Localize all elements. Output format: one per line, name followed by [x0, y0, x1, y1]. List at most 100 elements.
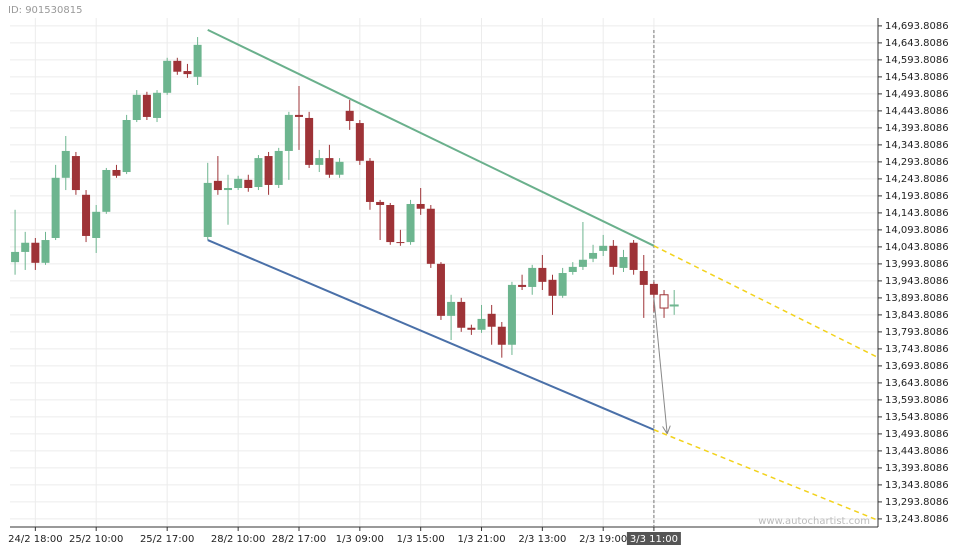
- candle-body: [416, 203, 425, 209]
- candle-body: [345, 110, 354, 122]
- x-tick-label: 2/3 13:00: [518, 534, 566, 545]
- candle-body: [659, 294, 669, 309]
- forecast-arrow: [653, 297, 667, 433]
- candle-body: [376, 201, 385, 206]
- candle-body: [71, 156, 80, 191]
- y-tick-label: 14,643.8086: [885, 38, 949, 49]
- candle-body: [173, 60, 182, 72]
- candle-body: [234, 178, 243, 189]
- projection-line: [653, 245, 878, 358]
- x-tick-label: 1/3 15:00: [397, 534, 445, 545]
- candle-body: [518, 284, 527, 287]
- y-tick-label: 13,393.8086: [885, 463, 949, 474]
- x-tick-label: 3/3 11:00: [630, 534, 678, 545]
- candle-body: [578, 259, 587, 267]
- x-highlight-bg: [626, 532, 681, 545]
- candle-body: [264, 156, 273, 185]
- y-tick-label: 13,543.8086: [885, 412, 949, 423]
- candle-body: [386, 205, 395, 243]
- y-tick-label: 14,143.8086: [885, 208, 949, 219]
- candle-body: [193, 44, 202, 77]
- candle-body: [507, 284, 516, 345]
- y-tick-label: 13,343.8086: [885, 480, 949, 491]
- candle-body: [284, 114, 293, 151]
- y-tick-label: 14,443.8086: [885, 106, 949, 117]
- candle-body: [365, 160, 374, 202]
- candle-body: [609, 245, 618, 267]
- candle-body: [669, 304, 679, 307]
- candle-body: [224, 188, 233, 191]
- y-tick-label: 14,193.8086: [885, 191, 949, 202]
- y-tick-label: 13,493.8086: [885, 429, 949, 440]
- channel-line: [207, 29, 655, 247]
- y-tick-label: 13,693.8086: [885, 361, 949, 372]
- candle-body: [294, 114, 303, 117]
- candle-body: [203, 182, 212, 237]
- y-tick-label: 14,043.8086: [885, 242, 949, 253]
- x-tick-label: 1/3 21:00: [457, 534, 505, 545]
- candle-body: [396, 242, 405, 244]
- x-tick-label: 28/2 17:00: [272, 534, 326, 545]
- candle-body: [355, 123, 364, 161]
- candle-body: [589, 252, 598, 259]
- y-tick-label: 13,743.8086: [885, 344, 949, 355]
- y-tick-label: 14,543.8086: [885, 72, 949, 83]
- candle-body: [142, 94, 151, 117]
- candle-body: [244, 179, 253, 189]
- candle-body: [457, 301, 466, 328]
- candle-body: [467, 327, 476, 330]
- candle-body: [183, 71, 192, 75]
- candle-body: [436, 263, 445, 316]
- candle-body: [447, 301, 456, 316]
- candle-body: [51, 177, 60, 238]
- channel-line: [207, 239, 655, 431]
- candle-body: [82, 194, 91, 236]
- y-tick-label: 13,293.8086: [885, 497, 949, 508]
- candle-body: [599, 245, 608, 251]
- candle-body: [11, 251, 20, 263]
- candle-body: [568, 266, 577, 272]
- candle-body: [213, 180, 222, 191]
- candle-body: [426, 208, 435, 264]
- x-tick-label: 25/2 10:00: [69, 534, 123, 545]
- candle-body: [41, 240, 50, 263]
- y-tick-label: 14,093.8086: [885, 225, 949, 236]
- y-tick-label: 13,593.8086: [885, 395, 949, 406]
- candle-body: [325, 158, 334, 175]
- y-tick-label: 13,793.8086: [885, 327, 949, 338]
- x-tick-label: 24/2 18:00: [8, 534, 62, 545]
- candle-body: [254, 158, 263, 187]
- watermark: www.autochartist.com: [758, 516, 870, 527]
- candle-body: [497, 326, 506, 345]
- candle-body: [274, 150, 283, 185]
- candle-body: [21, 242, 30, 252]
- projection-line: [653, 429, 878, 521]
- y-tick-label: 14,293.8086: [885, 157, 949, 168]
- candle-body: [92, 211, 101, 238]
- candle-body: [639, 270, 648, 285]
- y-tick-label: 13,893.8086: [885, 293, 949, 304]
- y-tick-label: 13,443.8086: [885, 446, 949, 457]
- candle-body: [315, 158, 324, 165]
- y-tick-label: 14,343.8086: [885, 140, 949, 151]
- candle-body: [112, 169, 121, 176]
- candle-body: [619, 257, 628, 268]
- y-tick-label: 14,493.8086: [885, 89, 949, 100]
- candle-body: [548, 279, 557, 296]
- candle-body: [538, 267, 547, 282]
- candle-body: [61, 150, 70, 178]
- candle-body: [477, 318, 486, 330]
- candle-body: [102, 169, 111, 212]
- candle-body: [558, 273, 567, 296]
- candle-body: [132, 94, 141, 121]
- candle-body: [487, 313, 496, 327]
- x-tick-label: 2/3 19:00: [579, 534, 627, 545]
- x-tick-label: 28/2 10:00: [211, 534, 265, 545]
- y-tick-label: 14,243.8086: [885, 174, 949, 185]
- y-tick-label: 13,643.8086: [885, 378, 949, 389]
- x-tick-label: 1/3 09:00: [336, 534, 384, 545]
- y-tick-label: 14,693.8086: [885, 21, 949, 32]
- x-tick-label: 25/2 17:00: [140, 534, 194, 545]
- candle-body: [153, 92, 162, 118]
